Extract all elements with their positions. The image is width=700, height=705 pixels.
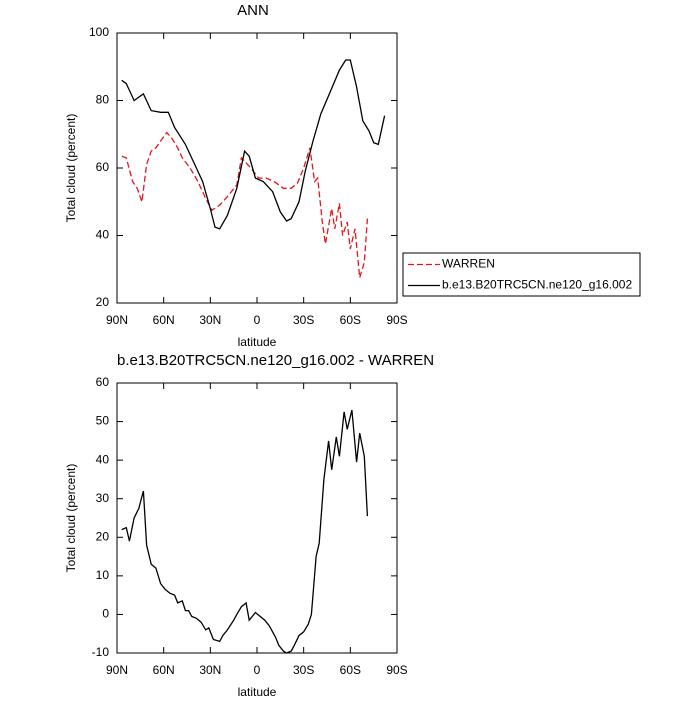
x-tick-label: 60N	[153, 313, 175, 327]
y-tick-label: 10	[96, 568, 110, 582]
y-tick-label: 0	[102, 607, 109, 621]
legend-box	[402, 252, 641, 297]
x-tick-label: 30N	[199, 313, 221, 327]
y-tick-label: 60	[96, 375, 110, 389]
x-tick-label: 30S	[293, 313, 314, 327]
y-tick-label: 60	[96, 160, 110, 174]
x-axis-label: latitude	[238, 685, 277, 699]
y-tick-label: 20	[96, 295, 110, 309]
x-tick-label: 60N	[153, 663, 175, 677]
y-tick-label: 40	[96, 452, 110, 466]
y-axis-label: Total cloud (percent)	[64, 114, 78, 223]
x-tick-label: 90N	[106, 313, 128, 327]
x-tick-label: 90S	[386, 663, 407, 677]
y-axis-label: Total cloud (percent)	[64, 464, 78, 573]
line	[121, 131, 369, 278]
legend-label: WARREN	[442, 257, 495, 271]
plot-frame	[116, 32, 398, 304]
x-tick-label: 60S	[340, 663, 361, 677]
x-tick-label: 90N	[106, 663, 128, 677]
line	[121, 409, 369, 654]
x-tick-label: 0	[254, 313, 261, 327]
chart-title: b.e13.B20TRC5CN.ne120_g16.002 - WARREN	[117, 352, 434, 369]
x-tick-label: 30S	[293, 663, 314, 677]
chart-title: ANN	[237, 2, 269, 19]
x-tick-label: 60S	[340, 313, 361, 327]
x-tick-label: 0	[254, 663, 261, 677]
y-tick-label: 80	[96, 93, 110, 107]
y-tick-label: 40	[96, 228, 110, 242]
y-tick-label: 30	[96, 491, 110, 505]
line	[121, 59, 386, 230]
y-tick-label: 50	[96, 414, 110, 428]
x-tick-label: 30N	[199, 663, 221, 677]
y-tick-label: -10	[92, 645, 110, 659]
y-tick-label: 20	[96, 529, 110, 543]
plot-frame	[116, 382, 398, 654]
legend-label: b.e13.B20TRC5CN.ne120_g16.002	[442, 278, 632, 292]
x-tick-label: 90S	[386, 313, 407, 327]
y-tick-label: 100	[89, 25, 109, 39]
x-axis-label: latitude	[238, 335, 277, 349]
